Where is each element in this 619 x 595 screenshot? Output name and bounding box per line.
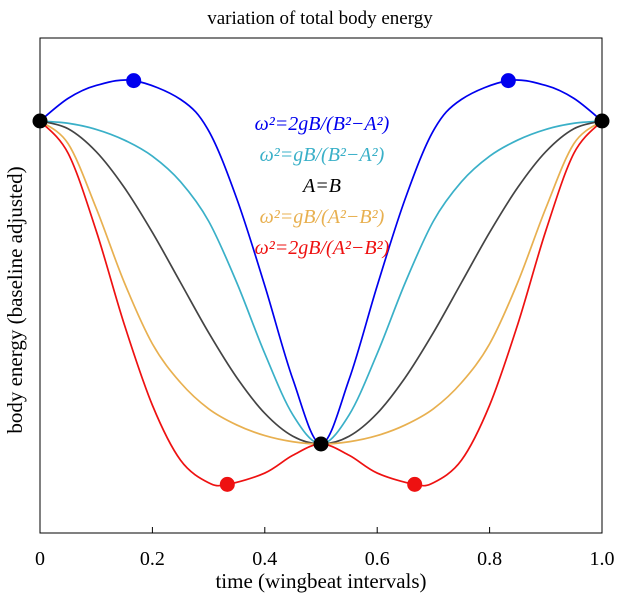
legend-entry-5: ω²=2gB/(A²−B²) xyxy=(255,237,390,259)
x-axis-ticks: 0 0.2 0.4 0.6 0.8 1.0 xyxy=(35,527,615,570)
data-point-marker-7 xyxy=(407,476,423,492)
legend-entry-2: ω²=gB/(B²−A²) xyxy=(260,144,385,166)
data-point-marker-2 xyxy=(594,113,610,129)
y-axis-label: body energy (baseline adjusted) xyxy=(3,166,27,433)
chart-title: variation of total body energy xyxy=(207,8,433,29)
plot-frame xyxy=(39,37,603,534)
marker-layer xyxy=(32,73,610,492)
series-layer xyxy=(39,79,603,487)
data-point-marker-5 xyxy=(500,73,516,89)
x-axis-label: time (wingbeat intervals) xyxy=(215,569,426,593)
x-tick-label-3: 0.4 xyxy=(252,548,277,570)
legend: ω²=2gB/(B²−A²) ω²=gB/(B²−A²) A=B ω²=gB/(A²−… xyxy=(255,113,390,259)
data-point-marker-4 xyxy=(126,73,142,89)
data-point-marker-3 xyxy=(313,436,329,452)
x-tick-label-1: 0 xyxy=(35,548,45,570)
x-tick-label-6: 1.0 xyxy=(590,548,615,570)
legend-entry-4: ω²=gB/(A²−B²) xyxy=(260,206,385,228)
x-tick-label-2: 0.2 xyxy=(140,548,165,570)
x-tick-label-4: 0.6 xyxy=(365,548,390,570)
data-point-marker-1 xyxy=(32,113,48,129)
legend-entry-3: A=B xyxy=(301,175,341,197)
data-point-marker-6 xyxy=(219,476,235,492)
plot-area xyxy=(39,37,603,534)
legend-entry-1: ω²=2gB/(B²−A²) xyxy=(255,113,390,135)
series-line-4 xyxy=(39,120,603,445)
x-tick-label-5: 0.8 xyxy=(477,548,502,570)
